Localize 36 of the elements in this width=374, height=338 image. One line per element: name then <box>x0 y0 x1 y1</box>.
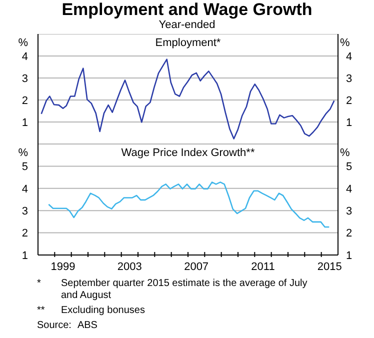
y-tick-label: 1 <box>22 250 28 262</box>
y2-tick-label: 5 <box>346 161 352 174</box>
x-tick-label: 2003 <box>117 261 142 273</box>
line-series <box>48 182 330 228</box>
y-tick-label: 3 <box>22 72 28 85</box>
chart-title: Wage Price Index Growth** <box>120 147 256 159</box>
y-tick-label: 3 <box>22 206 28 218</box>
text: ** Excluding bonuses <box>37 305 145 316</box>
source-note: Source: ABS <box>37 320 98 332</box>
y2-tick-label: 4 <box>346 183 352 196</box>
y2-tick-label: 2 <box>346 94 352 107</box>
y-tick-label: 2 <box>22 228 28 240</box>
y2-tick-label: 4 <box>346 50 352 63</box>
y-tick-label: 5 <box>22 161 28 174</box>
x-tick-label: 2011 <box>251 261 275 273</box>
x-tick-label: 2007 <box>184 261 209 273</box>
line-series <box>40 58 335 140</box>
x-tick-label: 1999 <box>50 261 76 273</box>
y2-tick-label: 3 <box>346 72 352 85</box>
y2-tick-label: 1 <box>346 116 352 129</box>
chart-subtitle: Year-ended <box>158 19 216 32</box>
annotation: Employment* <box>154 37 222 49</box>
x-tick-label: 2015 <box>317 261 342 273</box>
y-tick-label: 1 <box>22 116 28 129</box>
y-tick-label: 4 <box>22 50 28 63</box>
y2-axis-title: % <box>340 147 350 159</box>
y2-axis-title: % <box>340 37 350 49</box>
y-axis-title: % <box>18 37 28 49</box>
y2-tick-label: 3 <box>346 206 352 218</box>
y2-tick-label: 1 <box>346 250 352 262</box>
y2-tick-label: 2 <box>346 228 352 240</box>
y-axis-title: % <box>18 147 28 159</box>
y-tick-label: 2 <box>22 94 28 107</box>
chart-title: Employment and Wage Growth <box>60 0 314 19</box>
text: * September quarter 2015 estimate is the average of July and August <box>37 278 308 301</box>
y-tick-label: 4 <box>22 183 28 196</box>
